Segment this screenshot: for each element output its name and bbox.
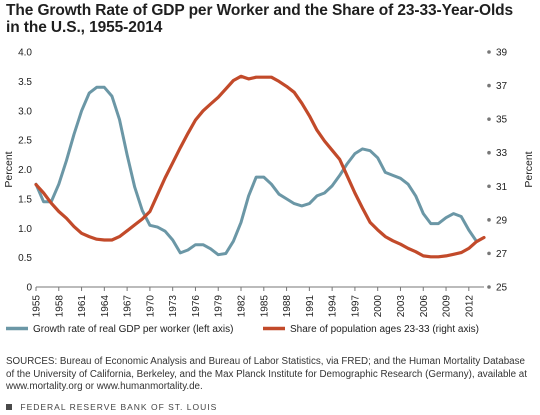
right-y-tick	[487, 150, 491, 155]
right-y-tick	[487, 50, 491, 54]
x-tick-label: 1979	[214, 295, 225, 318]
x-tick-label: 2000	[373, 295, 384, 318]
x-tick-label: 1997	[350, 295, 361, 318]
right-y-tick-label: 29	[496, 215, 508, 226]
legend-gdp-growth-label: Growth rate of real GDP per worker (left…	[33, 324, 233, 335]
sources-note: SOURCES: Bureau of Economic Analysis and…	[6, 356, 527, 392]
legend-population-share-label: Share of population ages 23-33 (right ax…	[290, 324, 479, 335]
left-y-tick-label: 3.0	[18, 106, 32, 117]
x-tick-label: 1994	[328, 295, 339, 318]
x-tick-label: 1967	[123, 295, 134, 318]
footer-text: FEDERAL RESERVE BANK OF ST. LOUIS	[20, 402, 218, 412]
right-y-tick-label: 39	[496, 48, 508, 59]
right-y-tick	[487, 184, 491, 189]
gdp-growth-line	[34, 85, 478, 257]
right-y-tick	[487, 218, 491, 222]
right-y-tick-label: 37	[496, 81, 508, 92]
x-tick-label: 2012	[464, 295, 475, 318]
x-tick-label: 1958	[54, 295, 65, 318]
right-y-tick	[487, 83, 491, 88]
x-tick-label: 1976	[191, 295, 202, 318]
line-chart: Growth rate of real GDP per worker (left…	[3, 48, 535, 336]
right-y-tick-label: 33	[496, 148, 508, 159]
right-y-tick-label: 27	[496, 249, 508, 260]
right-y-tick	[487, 251, 491, 256]
right-y-tick-label: 35	[496, 115, 508, 126]
right-y-tick	[487, 117, 491, 121]
x-tick-label: 1985	[259, 295, 270, 318]
x-tick-label: 2006	[419, 295, 430, 318]
left-y-tick-label: 3.5	[18, 77, 32, 88]
right-axis-label: Percent	[523, 151, 535, 187]
left-y-tick-label: 4.0	[18, 48, 32, 59]
footer-square-icon	[6, 403, 12, 410]
x-tick-label: 1970	[145, 295, 156, 318]
right-y-tick	[487, 285, 491, 289]
left-y-tick-label: 0	[26, 283, 32, 294]
x-tick-label: 2009	[442, 295, 453, 318]
left-y-tick-label: 1.5	[18, 194, 32, 205]
x-tick-label: 1982	[237, 295, 248, 318]
left-axis-label: Percent	[3, 151, 15, 187]
x-tick-label: 1991	[305, 295, 316, 318]
x-tick-label: 2003	[396, 295, 407, 318]
left-y-tick-label: 2.5	[18, 136, 32, 147]
footer: FEDERAL RESERVE BANK OF ST. LOUIS	[6, 402, 306, 412]
population-share-line	[34, 74, 486, 259]
right-y-tick-label: 31	[496, 182, 508, 193]
chart-title-line-2: in the U.S., 1955-2014	[6, 19, 163, 36]
left-y-tick-label: 0.5	[18, 253, 32, 264]
left-y-tick-label: 2.0	[18, 165, 32, 176]
x-tick-label: 1955	[32, 295, 43, 318]
chart-title: The Growth Rate of GDP per Worker and th…	[6, 2, 534, 36]
left-y-tick-label: 1.0	[18, 224, 32, 235]
right-y-tick-label: 25	[496, 283, 508, 294]
x-tick-label: 1973	[168, 295, 179, 318]
x-tick-label: 1988	[282, 295, 293, 318]
x-tick-label: 1964	[100, 295, 111, 318]
chart-title-line-1: The Growth Rate of GDP per Worker and th…	[6, 2, 514, 19]
x-tick-label: 1961	[77, 295, 88, 318]
